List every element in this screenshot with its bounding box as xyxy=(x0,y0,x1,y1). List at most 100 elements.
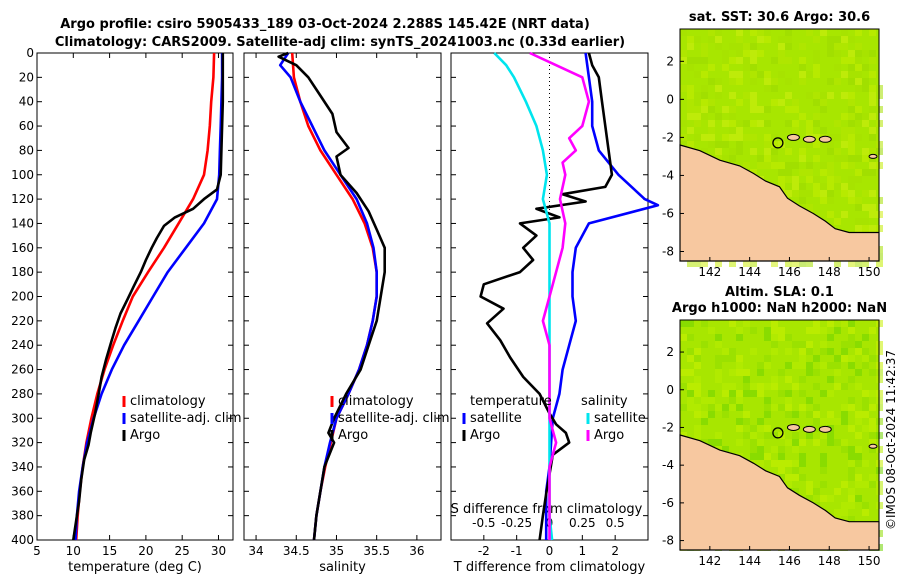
map-cell xyxy=(813,141,820,148)
map-cell xyxy=(855,509,862,516)
s-tick-label: 0.25 xyxy=(569,516,596,530)
map-cell xyxy=(694,57,701,64)
map-cell xyxy=(862,460,869,467)
map-cell xyxy=(757,383,764,390)
map-cell xyxy=(827,78,834,85)
map-cell xyxy=(715,355,722,362)
map-cell xyxy=(841,92,848,99)
map-cell xyxy=(813,57,820,64)
map-cell xyxy=(820,197,827,204)
map-cell xyxy=(848,260,855,267)
map-cell xyxy=(799,362,806,369)
map-cell xyxy=(785,106,792,113)
map-cell xyxy=(708,78,715,85)
map-cell xyxy=(813,36,820,43)
map-cell xyxy=(722,390,729,397)
map-cell xyxy=(792,488,799,495)
map-cell xyxy=(680,141,687,148)
map-cell xyxy=(841,327,848,334)
map-cell xyxy=(813,327,820,334)
x-tick-label: 146 xyxy=(778,265,801,279)
island xyxy=(818,425,832,433)
map-cell xyxy=(820,397,827,404)
map-cell xyxy=(750,50,757,57)
map-cell xyxy=(806,369,813,376)
map-cell xyxy=(764,383,771,390)
map-cell xyxy=(848,355,855,362)
y-tick-label: 0 xyxy=(666,383,674,397)
map-cell xyxy=(750,260,757,267)
map-cell xyxy=(799,183,806,190)
map-cell xyxy=(848,516,855,523)
map-cell xyxy=(680,362,687,369)
map-cell xyxy=(708,141,715,148)
map-cell xyxy=(813,120,820,127)
map-cell xyxy=(687,43,694,50)
map-cell xyxy=(806,127,813,134)
map-cell xyxy=(771,383,778,390)
map-cell xyxy=(855,57,862,64)
map-cell xyxy=(862,64,869,71)
map-cell xyxy=(813,183,820,190)
map-cell xyxy=(785,376,792,383)
map-cell xyxy=(806,439,813,446)
map-cell xyxy=(715,141,722,148)
map-cell xyxy=(869,134,876,141)
map-cell xyxy=(687,383,694,390)
map-cell xyxy=(729,57,736,64)
map-cell xyxy=(848,141,855,148)
map-cell xyxy=(750,432,757,439)
map-cell xyxy=(820,481,827,488)
map-cell xyxy=(771,327,778,334)
map-cell xyxy=(834,467,841,474)
island xyxy=(802,425,816,433)
map-cell xyxy=(827,509,834,516)
map-cell xyxy=(757,369,764,376)
map-cell xyxy=(841,113,848,120)
map-cell xyxy=(750,383,757,390)
map-cell xyxy=(820,92,827,99)
map-cell xyxy=(841,162,848,169)
y-tick-label: 140 xyxy=(11,216,34,230)
map-cell xyxy=(785,474,792,481)
series-line-salinity-argo xyxy=(529,51,591,540)
map-cell xyxy=(736,439,743,446)
watermark: ©IMOS 08-Oct-2024 11:42:37 xyxy=(884,350,898,530)
map-cell xyxy=(862,362,869,369)
map-cell xyxy=(806,162,813,169)
map-cell xyxy=(799,78,806,85)
map-cell xyxy=(855,481,862,488)
island xyxy=(786,423,800,431)
map-cell xyxy=(827,320,834,327)
map-cell xyxy=(687,99,694,106)
map-cell xyxy=(729,390,736,397)
map-cell xyxy=(785,418,792,425)
map-cell xyxy=(687,355,694,362)
map-cell xyxy=(862,113,869,120)
map-cell xyxy=(834,474,841,481)
map-cell xyxy=(848,99,855,106)
map-cell xyxy=(869,404,876,411)
map-cell xyxy=(806,327,813,334)
island xyxy=(786,133,800,141)
series-line-argo xyxy=(277,51,386,541)
map-cell xyxy=(848,162,855,169)
map-cell xyxy=(743,92,750,99)
map-cell xyxy=(827,197,834,204)
map-cell xyxy=(841,446,848,453)
map-cell xyxy=(708,390,715,397)
map-cell xyxy=(848,148,855,155)
map-cell xyxy=(778,169,785,176)
map-cell xyxy=(785,190,792,197)
map-cell xyxy=(869,162,876,169)
map-cell xyxy=(708,439,715,446)
map-cell xyxy=(799,439,806,446)
map-cell xyxy=(687,106,694,113)
map-cell xyxy=(841,29,848,36)
legend-label: Argo xyxy=(470,428,500,443)
y-tick-label: 20 xyxy=(19,70,34,84)
map-cell xyxy=(771,57,778,64)
map-cell xyxy=(862,260,869,267)
map-cell xyxy=(694,260,701,267)
map-cell xyxy=(827,176,834,183)
